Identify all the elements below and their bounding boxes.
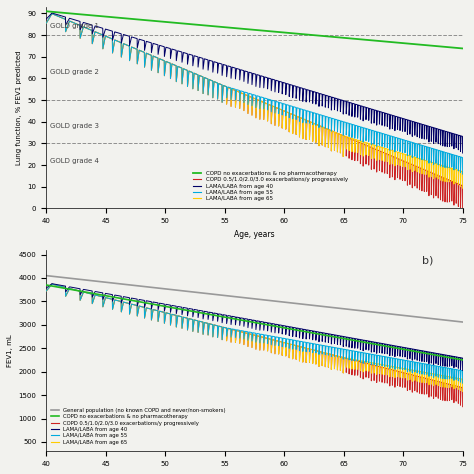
Text: GOLD grade 2: GOLD grade 2 xyxy=(50,69,99,75)
Y-axis label: FEV1, mL: FEV1, mL xyxy=(7,334,13,367)
Legend: COPD no exacerbations & no pharmacotherapy, COPD 0.5/1.0/2.0/3.0 exacerbations/y: COPD no exacerbations & no pharmacothera… xyxy=(191,169,350,204)
Text: GOLD grade 4: GOLD grade 4 xyxy=(50,158,99,164)
Y-axis label: Lung function, % FEV1 predicted: Lung function, % FEV1 predicted xyxy=(16,50,22,165)
Text: b): b) xyxy=(422,256,433,266)
Text: GOLD grade 3: GOLD grade 3 xyxy=(50,123,99,129)
Legend: General population (no known COPD and never/non-smokers), COPD no exacerbations : General population (no known COPD and ne… xyxy=(49,406,228,447)
X-axis label: Age, years: Age, years xyxy=(234,230,275,239)
Text: GOLD grade 1: GOLD grade 1 xyxy=(50,23,99,29)
